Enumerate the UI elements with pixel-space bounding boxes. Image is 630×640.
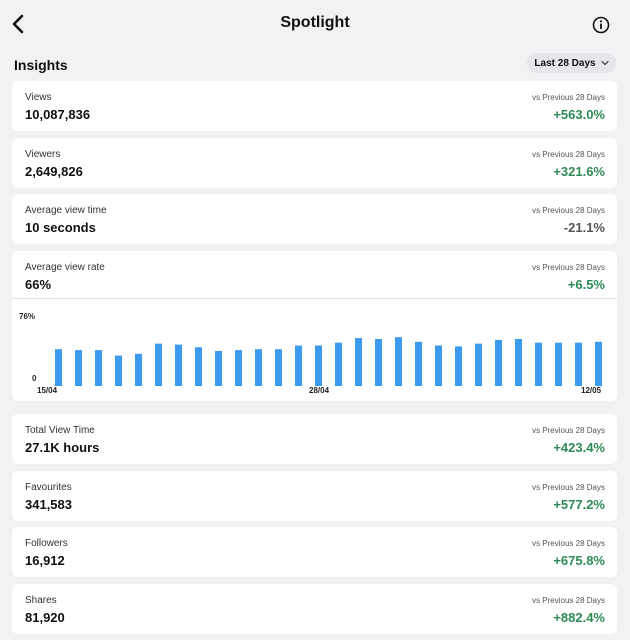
chart-bar bbox=[355, 338, 362, 386]
y-tick-label: 76% bbox=[19, 312, 35, 321]
back-button[interactable] bbox=[9, 12, 29, 36]
chart-bar bbox=[235, 350, 242, 386]
metric-label: Average view rate bbox=[25, 262, 105, 273]
chart-bar bbox=[275, 349, 282, 386]
comparison-label: vs Previous 28 Days bbox=[532, 539, 605, 548]
chart-bar bbox=[395, 337, 402, 386]
chart-bar bbox=[95, 350, 102, 386]
chart-bar bbox=[135, 353, 142, 386]
metric-card-favourites[interactable]: Favourites 341,583 vs Previous 28 Days +… bbox=[12, 471, 617, 521]
x-tick-label: 15/04 bbox=[37, 386, 58, 395]
metric-value: 2,649,826 bbox=[25, 164, 83, 179]
y-tick-label: 0 bbox=[32, 374, 37, 383]
metric-label: Shares bbox=[25, 595, 57, 606]
chart-bar bbox=[575, 342, 582, 386]
chart-bar bbox=[595, 341, 602, 386]
chart-bar bbox=[435, 345, 442, 386]
comparison-label: vs Previous 28 Days bbox=[532, 426, 605, 435]
metric-value: 10 seconds bbox=[25, 220, 96, 235]
metric-card-viewers[interactable]: Viewers 2,649,826 vs Previous 28 Days +3… bbox=[12, 138, 617, 188]
chart-bar bbox=[475, 343, 482, 386]
chart-bar bbox=[115, 355, 122, 386]
x-tick-label: 12/05 bbox=[581, 386, 602, 395]
metric-label: Viewers bbox=[25, 149, 61, 160]
metric-change: -21.1% bbox=[563, 220, 605, 235]
metric-card-average-view-time[interactable]: Average view time 10 seconds vs Previous… bbox=[12, 194, 617, 244]
chevron-left-icon bbox=[12, 14, 24, 34]
chart-bar bbox=[215, 351, 222, 386]
metric-value: 27.1K hours bbox=[25, 440, 100, 455]
chart-bar bbox=[195, 347, 202, 386]
chart-divider bbox=[12, 298, 617, 299]
chart-bar bbox=[75, 350, 82, 386]
chart-bar bbox=[455, 346, 462, 386]
chart-bar bbox=[55, 349, 62, 386]
date-range-label: Last 28 Days bbox=[534, 57, 596, 69]
metric-label: Followers bbox=[25, 538, 68, 549]
metric-change: +423.4% bbox=[553, 440, 605, 455]
metric-change: +675.8% bbox=[553, 553, 605, 568]
chart-bar bbox=[255, 349, 262, 386]
view-rate-bar-chart: 76% 0 15/04 28/04 12/05 bbox=[19, 312, 602, 395]
chart-bar bbox=[515, 339, 522, 386]
chart-bar bbox=[155, 343, 162, 386]
chart-bar bbox=[495, 339, 502, 386]
chart-bar bbox=[175, 344, 182, 386]
comparison-label: vs Previous 28 Days bbox=[532, 150, 605, 159]
metric-label: Average view time bbox=[25, 205, 107, 216]
metric-change: +577.2% bbox=[553, 497, 605, 512]
metric-card-average-view-rate[interactable]: Average view rate 66% vs Previous 28 Day… bbox=[12, 251, 617, 401]
date-range-dropdown[interactable]: Last 28 Days bbox=[527, 53, 616, 73]
chart-bar bbox=[335, 342, 342, 386]
metric-card-views[interactable]: Views 10,087,836 vs Previous 28 Days +56… bbox=[12, 81, 617, 131]
nav-header: Spotlight bbox=[0, 0, 630, 50]
metric-card-total-view-time[interactable]: Total View Time 27.1K hours vs Previous … bbox=[12, 414, 617, 464]
chart-bar bbox=[555, 342, 562, 386]
metric-card-followers[interactable]: Followers 16,912 vs Previous 28 Days +67… bbox=[12, 527, 617, 577]
metric-change: +6.5% bbox=[567, 277, 605, 292]
metric-change: +882.4% bbox=[553, 610, 605, 625]
comparison-label: vs Previous 28 Days bbox=[532, 263, 605, 272]
metric-change: +321.6% bbox=[553, 164, 605, 179]
metric-value: 81,920 bbox=[25, 610, 65, 625]
metric-value: 16,912 bbox=[25, 553, 65, 568]
chart-bar bbox=[315, 345, 322, 386]
chart-bar bbox=[295, 345, 302, 386]
comparison-label: vs Previous 28 Days bbox=[532, 596, 605, 605]
metric-label: Favourites bbox=[25, 482, 72, 493]
chart-bar bbox=[535, 342, 542, 386]
chart-bar bbox=[375, 339, 382, 386]
metric-change: +563.0% bbox=[553, 107, 605, 122]
metric-label: Total View Time bbox=[25, 425, 95, 436]
section-title: Insights bbox=[14, 57, 68, 73]
chevron-down-icon bbox=[600, 60, 609, 66]
page-title: Spotlight bbox=[280, 14, 350, 31]
chart-bar bbox=[415, 341, 422, 386]
metric-label: Views bbox=[25, 92, 52, 103]
info-icon bbox=[592, 16, 610, 34]
comparison-label: vs Previous 28 Days bbox=[532, 206, 605, 215]
metric-value: 341,583 bbox=[25, 497, 72, 512]
metric-card-shares[interactable]: Shares 81,920 vs Previous 28 Days +882.4… bbox=[12, 584, 617, 634]
x-tick-label: 28/04 bbox=[309, 386, 330, 395]
comparison-label: vs Previous 28 Days bbox=[532, 483, 605, 492]
metric-value: 10,087,836 bbox=[25, 107, 91, 122]
info-button[interactable] bbox=[592, 16, 610, 34]
metric-value: 66% bbox=[25, 277, 52, 292]
comparison-label: vs Previous 28 Days bbox=[532, 93, 605, 102]
